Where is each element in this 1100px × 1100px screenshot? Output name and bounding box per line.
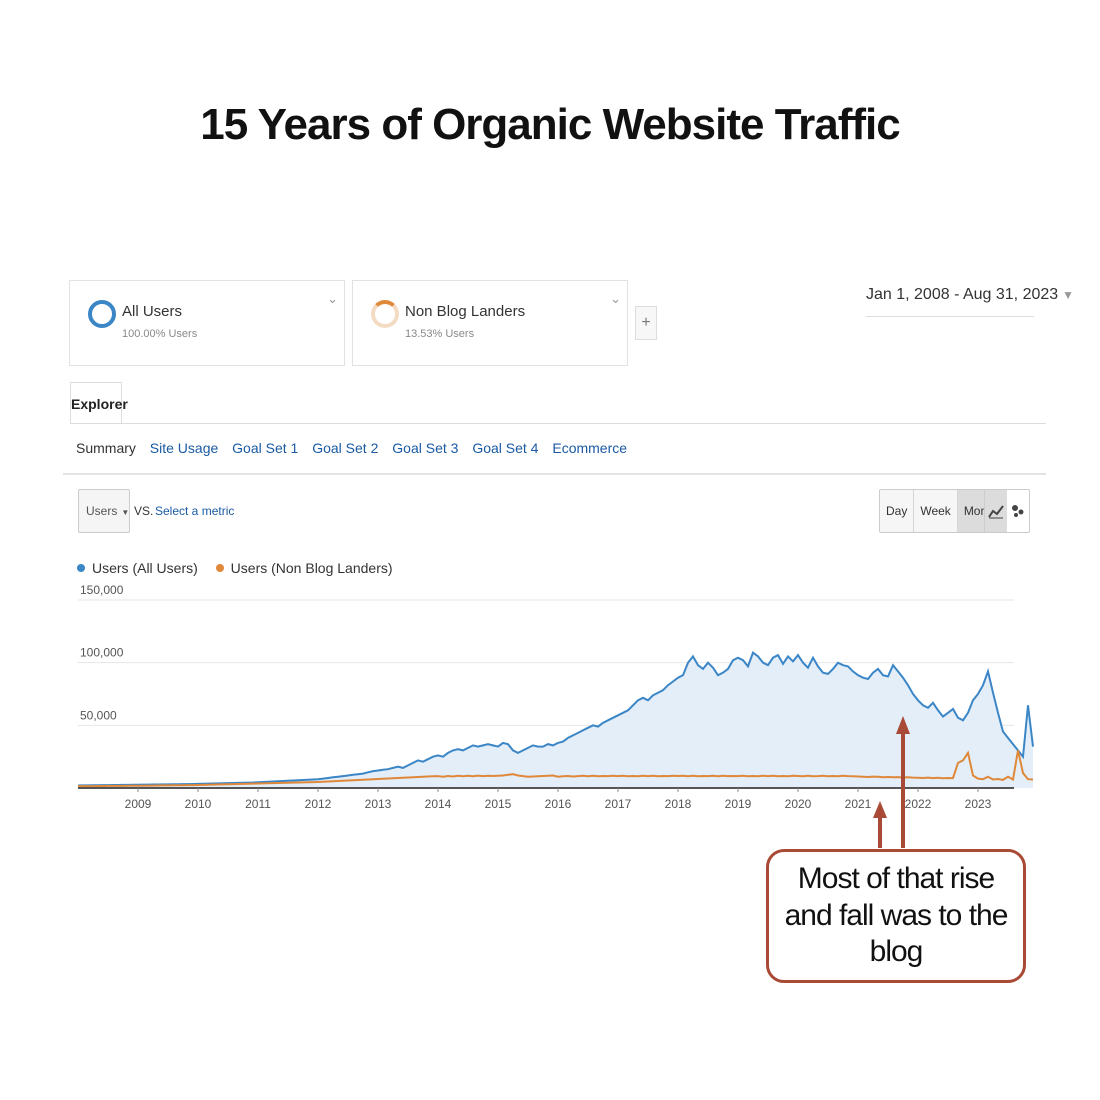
x-tick-label: 2009 xyxy=(125,797,152,811)
week-button[interactable]: Week xyxy=(914,490,958,532)
day-button[interactable]: Day xyxy=(880,490,915,532)
segment-name: All Users xyxy=(122,303,183,320)
series-line-non-blog-landers xyxy=(78,750,1034,788)
y-tick-label: 100,000 xyxy=(80,646,124,660)
traffic-chart[interactable]: 150,000 100,000 50,000 2009 2010 2011 2012 2013… xyxy=(0,580,1100,820)
series-line-all-users xyxy=(77,650,1034,787)
chevron-down-icon[interactable]: ⌄ xyxy=(327,291,338,306)
caret-down-icon: ▼ xyxy=(1062,288,1075,302)
x-tick-label: 2023 xyxy=(965,797,992,811)
segment-card-non-blog-landers[interactable]: Non Blog Landers 13.53% Users ⌄ xyxy=(352,280,628,366)
x-tick-label: 2022 xyxy=(905,797,932,811)
motion-chart-icon[interactable] xyxy=(1007,490,1029,532)
segment-ring-icon xyxy=(371,300,399,328)
segment-card-all-users[interactable]: All Users 100.00% Users ⌄ xyxy=(69,280,345,366)
add-segment-button[interactable]: + xyxy=(635,306,657,340)
legend-label: Users (All Users) xyxy=(92,560,198,576)
tab-divider xyxy=(70,423,1046,424)
x-tick-label: 2010 xyxy=(185,797,212,811)
subnav-goal-set-2[interactable]: Goal Set 2 xyxy=(312,440,379,456)
tab-explorer[interactable]: Explorer xyxy=(70,382,128,424)
x-tick-label: 2014 xyxy=(425,797,452,811)
x-tick-label: 2013 xyxy=(365,797,392,811)
metric-select[interactable]: Users ▼ xyxy=(78,489,130,533)
vs-label: VS. xyxy=(134,504,154,518)
arrow-up-icon xyxy=(896,716,910,848)
chart-view-buttons xyxy=(984,489,1030,533)
select-metric-link[interactable]: Select a metric xyxy=(155,504,235,518)
x-tick-label: 2015 xyxy=(485,797,512,811)
date-range-label: Jan 1, 2008 - Aug 31, 2023 xyxy=(866,286,1059,303)
x-tick-label: 2016 xyxy=(545,797,572,811)
x-tick-label: 2011 xyxy=(245,797,271,811)
y-tick-label: 150,000 xyxy=(80,583,124,597)
arrow-up-icon xyxy=(873,801,887,848)
x-tick-label: 2019 xyxy=(725,797,752,811)
subnav-summary[interactable]: Summary xyxy=(76,440,136,456)
callout-arrows xyxy=(873,716,910,848)
legend-item-non-blog-landers[interactable]: Users (Non Blog Landers) xyxy=(215,560,393,576)
chevron-down-icon[interactable]: ⌄ xyxy=(610,291,621,306)
date-range-picker[interactable]: Jan 1, 2008 - Aug 31, 2023 ▼ xyxy=(866,286,1074,317)
segment-name: Non Blog Landers xyxy=(405,303,526,320)
legend-label: Users (Non Blog Landers) xyxy=(230,560,393,576)
metric-select-label: Users xyxy=(86,504,118,518)
segment-percentage: 100.00% Users xyxy=(122,328,198,340)
legend-dot-icon xyxy=(215,564,224,572)
subnav-divider xyxy=(63,473,1046,475)
subnav-goal-set-4[interactable]: Goal Set 4 xyxy=(472,440,539,456)
segment-percentage: 13.53% Users xyxy=(405,328,475,340)
x-tick-label: 2018 xyxy=(665,797,692,811)
x-tick-label: 2020 xyxy=(785,797,812,811)
x-tick-label: 2017 xyxy=(605,797,632,811)
subnav-goal-set-3[interactable]: Goal Set 3 xyxy=(392,440,459,456)
legend-item-all-users[interactable]: Users (All Users) xyxy=(77,560,198,576)
line-chart-icon[interactable] xyxy=(985,490,1007,532)
subnav-site-usage[interactable]: Site Usage xyxy=(149,440,219,456)
page-title: 15 Years of Organic Website Traffic xyxy=(200,100,900,149)
subnav-ecommerce[interactable]: Ecommerce xyxy=(552,440,628,456)
series-area-all-users xyxy=(78,652,1033,788)
x-tick-label: 2012 xyxy=(305,797,332,811)
caret-down-icon: ▼ xyxy=(121,508,130,517)
y-tick-label: 50,000 xyxy=(80,708,117,722)
subnav-goal-set-1[interactable]: Goal Set 1 xyxy=(232,440,299,456)
legend-dot-icon xyxy=(77,564,85,572)
chart-legend: Users (All Users) Users (Non Blog Lander… xyxy=(77,560,407,576)
x-tick-label: 2021 xyxy=(845,797,872,811)
explorer-subnav: Summary Site Usage Goal Set 1 Goal Set 2… xyxy=(76,440,637,456)
callout-box: Most of that rise and fall was to the bl… xyxy=(766,849,1026,983)
segment-ring-icon xyxy=(88,300,116,328)
